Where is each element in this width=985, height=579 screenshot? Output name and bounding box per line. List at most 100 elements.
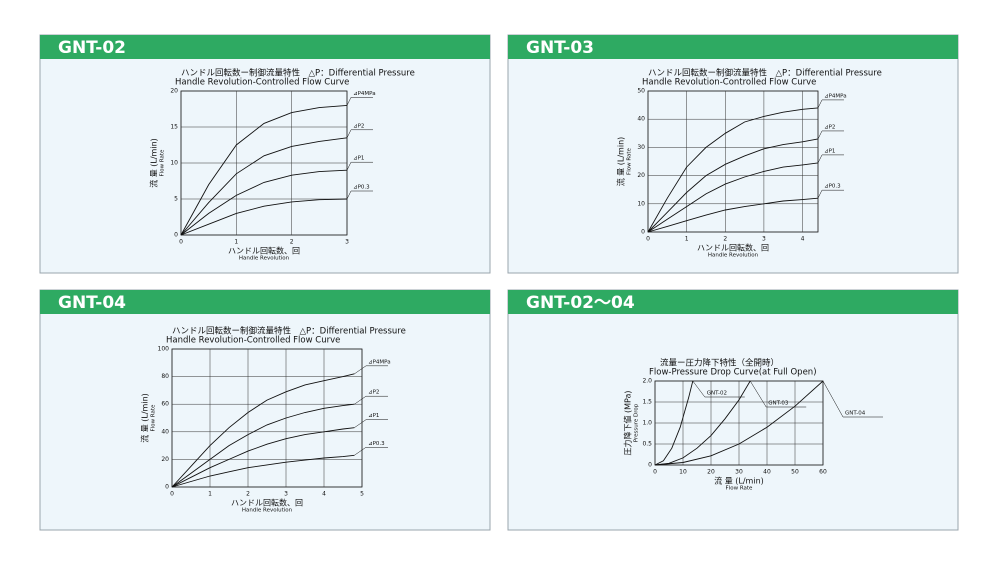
panel-header <box>40 290 490 314</box>
x-axis-label-en: Flow Rate <box>726 486 754 492</box>
leader-line <box>749 380 767 408</box>
panel-title: GNT-03 <box>526 38 594 58</box>
y-tick-label: 50 <box>637 88 645 95</box>
series-label: ⊿P1 <box>824 148 835 154</box>
y-axis-label-en: Pressure Drop <box>634 403 640 442</box>
panel <box>507 289 959 531</box>
series-label: ⊿P0.3 <box>368 441 385 447</box>
y-tick-label: 100 <box>158 346 170 353</box>
x-tick-label: 4 <box>322 491 326 498</box>
x-axis-label-en: Handle Revolution <box>242 508 293 514</box>
series-label: ⊿P1 <box>368 413 379 419</box>
panel <box>39 34 491 274</box>
panel-title: GNT-02～04 <box>526 293 635 313</box>
series-line <box>654 380 751 466</box>
x-tick-label: 2 <box>290 239 294 246</box>
leader-line <box>817 154 823 164</box>
y-tick-label: 5 <box>174 196 178 203</box>
series-line <box>180 169 348 236</box>
x-tick-label: 4 <box>801 236 805 243</box>
y-axis-label: 流 量 (L/min) <box>149 138 159 188</box>
y-axis-label: 流 量 (L/min) <box>140 393 150 443</box>
leader-line <box>346 97 352 106</box>
y-tick-label: 10 <box>170 160 178 167</box>
series-label: GNT-04 <box>845 411 866 417</box>
chart-title: ハンドル回転数ー制御流量特性 △P：Differential Pressure <box>181 68 415 79</box>
panel-title: GNT-04 <box>58 293 126 313</box>
chart-subtitle: Handle Revolution-Controlled Flow Curve <box>166 336 340 346</box>
x-tick-label: 1 <box>208 491 212 498</box>
series-label: GNT-03 <box>768 401 789 407</box>
chart-title: ハンドル回転数ー制御流量特性 △P：Differential Pressure <box>648 68 882 79</box>
leader-line <box>817 99 823 109</box>
series-label: ⊿P2 <box>353 123 364 129</box>
leader-line <box>346 162 352 171</box>
leader-line <box>817 130 823 140</box>
y-tick-label: 1.0 <box>642 420 652 427</box>
series-line <box>654 380 824 466</box>
y-tick-label: 10 <box>637 200 645 207</box>
x-tick-label: 40 <box>763 469 771 476</box>
series-line <box>171 427 355 488</box>
series-label: ⊿P4MPa <box>824 93 847 99</box>
y-tick-label: 20 <box>161 456 169 463</box>
x-tick-label: 3 <box>762 236 766 243</box>
x-tick-label: 1 <box>685 236 689 243</box>
series-line <box>647 197 819 233</box>
series-line <box>180 198 348 236</box>
series-line <box>180 137 348 236</box>
x-axis-label: ハンドル回転数、回 <box>231 498 303 508</box>
x-tick-label: 5 <box>360 491 364 498</box>
x-tick-label: 3 <box>345 239 349 246</box>
series-line <box>647 107 819 233</box>
series-label: ⊿P1 <box>353 156 364 162</box>
chart-subtitle: Handle Revolution-Controlled Flow Curve <box>642 78 816 88</box>
x-tick-label: 0 <box>646 236 650 243</box>
series-label: ⊿P2 <box>368 390 379 396</box>
y-tick-label: 0 <box>174 232 178 239</box>
x-tick-label: 0 <box>170 491 174 498</box>
series-line <box>180 104 348 236</box>
x-axis-label: 流 量 (L/min) <box>714 476 764 486</box>
y-tick-label: 40 <box>161 428 169 435</box>
y-axis-label: 圧力降下値 (MPa) <box>623 390 633 455</box>
x-axis-label: ハンドル回転数、回 <box>697 243 769 253</box>
leader-line <box>822 380 844 418</box>
leader-line <box>354 395 367 405</box>
x-tick-label: 2 <box>246 491 250 498</box>
y-tick-label: 0 <box>641 229 645 236</box>
y-axis-label: 流 量 (L/min) <box>616 137 626 187</box>
chart-subtitle: Handle Revolution-Controlled Flow Curve <box>175 78 349 88</box>
y-tick-label: 2.0 <box>642 378 652 385</box>
series-label: ⊿P0.3 <box>353 185 370 191</box>
x-tick-label: 0 <box>653 469 657 476</box>
y-tick-label: 30 <box>637 144 645 151</box>
x-tick-label: 1 <box>234 239 238 246</box>
x-axis-label-en: Handle Revolution <box>239 256 290 262</box>
x-tick-label: 2 <box>723 236 727 243</box>
x-tick-label: 60 <box>819 469 827 476</box>
chart-title: ハンドル回転数ー制御流量特性 △P：Differential Pressure <box>172 326 406 337</box>
leader-line <box>817 190 823 199</box>
panel-header <box>40 35 490 59</box>
series-label: ⊿P0.3 <box>824 184 841 190</box>
series-label: ⊿P4MPa <box>353 91 376 97</box>
y-tick-label: 80 <box>161 373 169 380</box>
series-line <box>171 454 355 488</box>
leader-line <box>354 365 367 375</box>
y-tick-label: 40 <box>637 116 645 123</box>
panel-header <box>508 35 958 59</box>
x-tick-label: 50 <box>791 469 799 476</box>
x-tick-label: 10 <box>679 469 687 476</box>
series-line <box>654 380 694 466</box>
chart-subtitle: Flow-Pressure Drop Curve(at Full Open) <box>649 368 817 378</box>
x-tick-label: 0 <box>179 239 183 246</box>
panel-header <box>508 290 958 314</box>
series-line <box>647 162 819 233</box>
leader-line <box>346 190 352 200</box>
y-axis-label-en: Flow Rate <box>627 147 633 175</box>
x-tick-label: 20 <box>707 469 715 476</box>
y-tick-label: 15 <box>170 124 178 131</box>
leader-line <box>346 129 352 138</box>
